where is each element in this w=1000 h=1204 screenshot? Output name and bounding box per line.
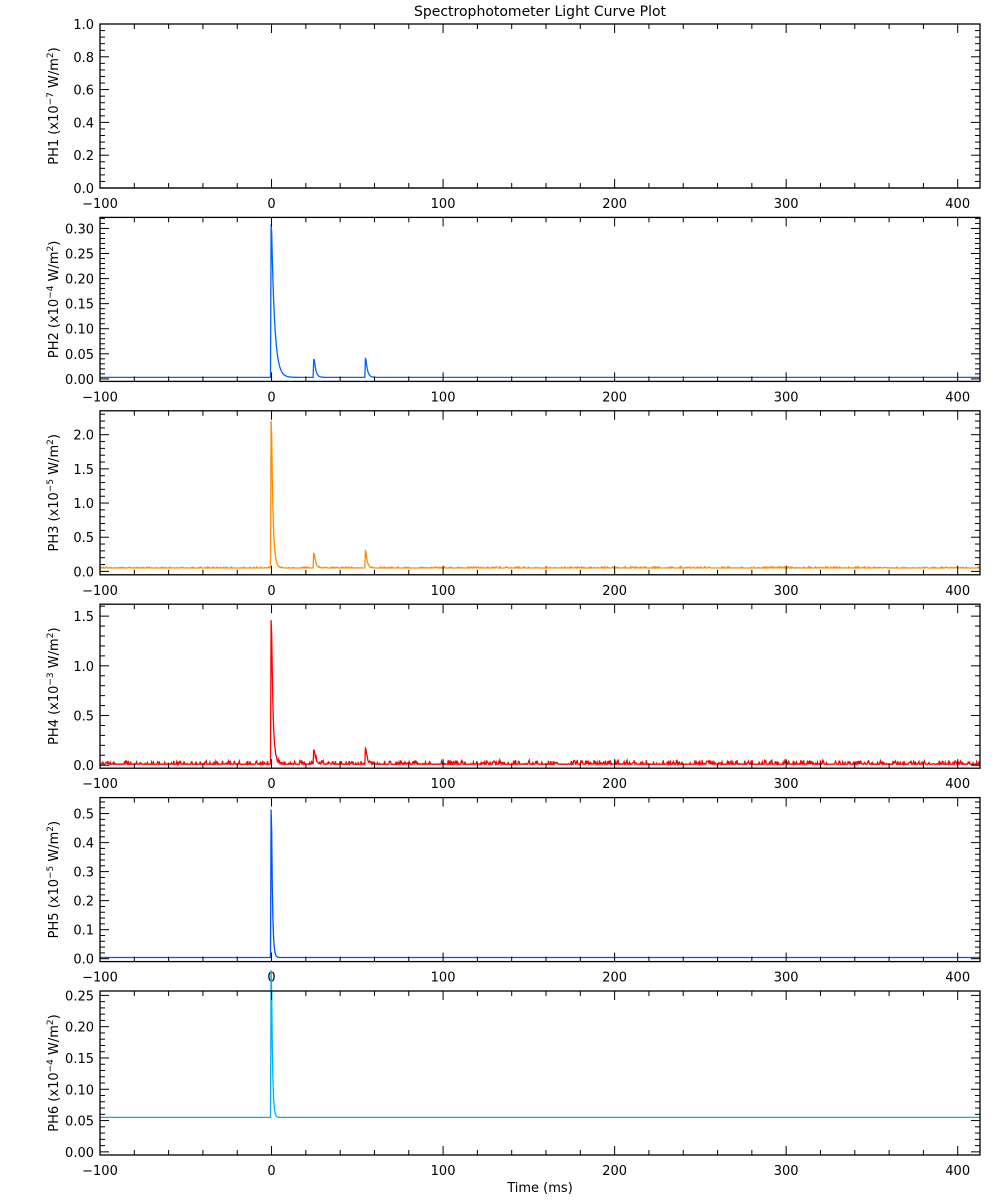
series-line-ph4 xyxy=(100,620,981,767)
x-tick-label: 200 xyxy=(602,777,627,792)
y-tick-label: 0.4 xyxy=(73,837,94,852)
y-tick-label: 1.0 xyxy=(73,660,94,675)
x-tick-label: 300 xyxy=(774,1164,799,1179)
y-tick-label: 0.10 xyxy=(65,1083,94,1098)
y-tick-label: 0.8 xyxy=(73,51,94,66)
y-tick-label: 0.2 xyxy=(73,149,94,164)
panel-ph1: −100 0 100 200 300 400 0.0 0.2 0.4 0.6 0.8 1.0 PH1 (… xyxy=(46,18,981,212)
x-tick-label: 100 xyxy=(431,197,456,212)
y-tick-label: 0.15 xyxy=(65,1052,94,1067)
x-tick-label: 100 xyxy=(431,1164,456,1179)
y-tick-label: 1.5 xyxy=(73,463,94,478)
y-tick-label: 0.2 xyxy=(73,895,94,910)
y-tick-label: 0.25 xyxy=(65,989,94,1004)
plot-frame xyxy=(99,603,981,769)
x-tick-label: 300 xyxy=(774,197,799,212)
plot-frame xyxy=(99,410,981,576)
plot-frame xyxy=(99,23,981,189)
x-tick-label: 200 xyxy=(602,390,627,405)
y-tick-label: 0.5 xyxy=(73,808,94,823)
x-tick-label: 400 xyxy=(945,390,970,405)
y-axis-label: PH2 (x10−4 W/m2) xyxy=(46,241,62,358)
y-tick-label: 0.05 xyxy=(65,1115,94,1130)
x-tick-label: 100 xyxy=(431,584,456,599)
x-tick-label: 200 xyxy=(602,971,627,986)
x-tick-label: 200 xyxy=(602,584,627,599)
series-line-ph2 xyxy=(100,224,980,379)
x-tick-label: −100 xyxy=(82,971,118,986)
y-tick-label: 0.30 xyxy=(65,222,94,237)
x-tick-label: 0 xyxy=(267,197,275,212)
y-tick-label: 0.0 xyxy=(73,759,94,774)
x-tick-label: 300 xyxy=(774,971,799,986)
y-axis-label: PH6 (x10−4 W/m2) xyxy=(46,1014,62,1131)
x-tick-label: 100 xyxy=(431,777,456,792)
y-tick-label: 0.4 xyxy=(73,116,94,131)
x-tick-label: 200 xyxy=(602,197,627,212)
plot-frame xyxy=(99,796,981,963)
y-axis-label: PH1 (x10−7 W/m2) xyxy=(46,47,62,164)
y-tick-label: 0.5 xyxy=(73,531,94,546)
y-tick-label: 0.25 xyxy=(65,248,94,263)
y-tick-label: 0.15 xyxy=(65,298,94,313)
y-tick-label: 1.0 xyxy=(73,497,94,512)
x-tick-label: −100 xyxy=(82,584,118,599)
x-tick-label: 100 xyxy=(431,971,456,986)
y-axis-label: PH5 (x10−5 W/m2) xyxy=(46,821,62,938)
y-tick-label: 0.10 xyxy=(65,323,94,338)
x-tick-label: −100 xyxy=(82,197,118,212)
x-tick-label: 400 xyxy=(945,777,970,792)
y-axis-label: PH4 (x10−3 W/m2) xyxy=(46,627,62,744)
x-tick-label: −100 xyxy=(82,1164,118,1179)
y-tick-label: 0.3 xyxy=(73,866,94,881)
y-tick-label: 0.1 xyxy=(73,924,94,939)
y-tick-label: 0.20 xyxy=(65,1021,94,1036)
y-tick-label: 2.0 xyxy=(73,429,94,444)
x-tick-label: 0 xyxy=(267,584,275,599)
y-tick-label: 0.05 xyxy=(65,348,94,363)
series-line-ph5 xyxy=(100,809,980,959)
x-axis-label: Time (ms) xyxy=(506,1181,573,1196)
x-tick-label: −100 xyxy=(82,777,118,792)
y-tick-label: 0.5 xyxy=(73,710,94,725)
y-tick-label: 0.20 xyxy=(65,273,94,288)
x-tick-label: 300 xyxy=(774,390,799,405)
panel-ph2: −100 0 100 200 300 400 0.00 0.05 0.10 0.15 0.20 0.2… xyxy=(46,216,981,405)
x-tick-label: 0 xyxy=(267,390,275,405)
x-tick-label: 200 xyxy=(602,1164,627,1179)
y-tick-label: 1.5 xyxy=(73,610,94,625)
panel-ph6: −100 0 100 200 300 400 0.00 0.05 0.10 0.15 0.20 0.2… xyxy=(46,970,981,1179)
y-tick-label: 1.0 xyxy=(73,18,94,33)
panel-ph4: −100 0 100 200 300 400 0.0 0.5 1.0 1.5 PH4 (x10−3 … xyxy=(46,603,981,792)
x-tick-label: 300 xyxy=(774,777,799,792)
x-tick-label: 300 xyxy=(774,584,799,599)
y-tick-label: 0.6 xyxy=(73,84,94,99)
series-line-ph3 xyxy=(100,420,981,570)
series-line-ph6 xyxy=(100,970,980,1119)
x-tick-label: −100 xyxy=(82,390,118,405)
x-tick-label: 400 xyxy=(945,1164,970,1179)
panel-ph3: −100 0 100 200 300 400 0.0 0.5 1.0 1.5 2.0 PH3 (x10… xyxy=(46,410,981,599)
y-axis-label: PH3 (x10−5 W/m2) xyxy=(46,434,62,551)
x-tick-label: 0 xyxy=(267,1164,275,1179)
x-tick-label: 400 xyxy=(945,197,970,212)
plot-frame xyxy=(99,216,981,383)
y-tick-label: 0.0 xyxy=(73,953,94,968)
x-tick-label: 400 xyxy=(945,971,970,986)
x-tick-label: 400 xyxy=(945,584,970,599)
y-tick-label: 0.00 xyxy=(65,1146,94,1161)
y-tick-label: 0.0 xyxy=(73,182,94,197)
chart-title: Spectrophotometer Light Curve Plot xyxy=(414,4,667,20)
x-tick-label: 100 xyxy=(431,390,456,405)
plot-frame xyxy=(99,990,981,1156)
y-tick-label: 0.0 xyxy=(73,565,94,580)
x-tick-label: 0 xyxy=(267,777,275,792)
y-tick-label: 0.00 xyxy=(65,373,94,388)
